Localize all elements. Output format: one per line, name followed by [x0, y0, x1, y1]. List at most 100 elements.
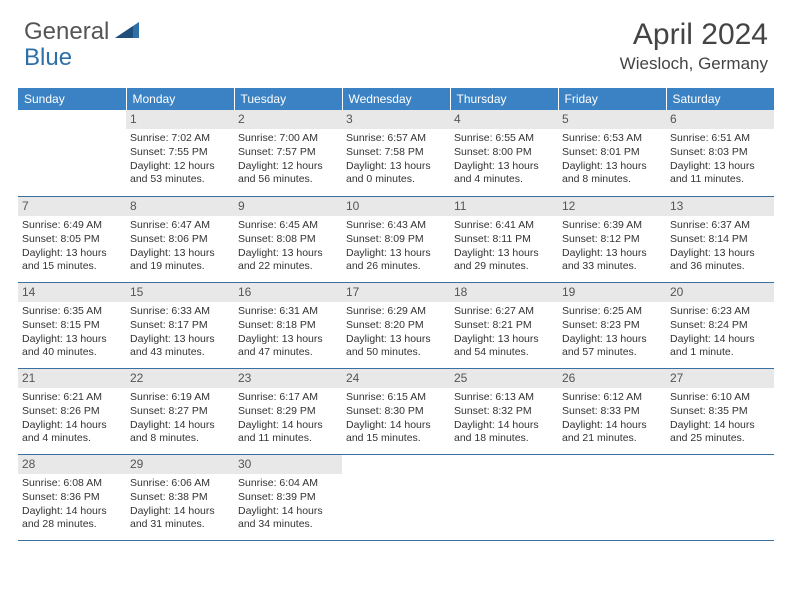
day-number: 24 — [342, 369, 450, 388]
sunrise-text: Sunrise: 6:41 AM — [454, 219, 554, 232]
calendar-cell-empty — [450, 454, 558, 540]
sunset-text: Sunset: 8:29 PM — [238, 405, 338, 418]
sunset-text: Sunset: 7:55 PM — [130, 146, 230, 159]
sunset-text: Sunset: 7:58 PM — [346, 146, 446, 159]
daylight-text: Daylight: 14 hours and 15 minutes. — [346, 419, 446, 445]
sunrise-text: Sunrise: 6:04 AM — [238, 477, 338, 490]
sunset-text: Sunset: 8:27 PM — [130, 405, 230, 418]
sunset-text: Sunset: 8:15 PM — [22, 319, 122, 332]
daylight-text: Daylight: 13 hours and 11 minutes. — [670, 160, 770, 186]
calendar-cell: 30Sunrise: 6:04 AMSunset: 8:39 PMDayligh… — [234, 454, 342, 540]
calendar-cell: 18Sunrise: 6:27 AMSunset: 8:21 PMDayligh… — [450, 282, 558, 368]
day-number: 20 — [666, 283, 774, 302]
calendar-cell-empty — [666, 454, 774, 540]
daylight-text: Daylight: 13 hours and 15 minutes. — [22, 247, 122, 273]
sunset-text: Sunset: 8:30 PM — [346, 405, 446, 418]
sunset-text: Sunset: 8:06 PM — [130, 233, 230, 246]
sunrise-text: Sunrise: 7:00 AM — [238, 132, 338, 145]
sunset-text: Sunset: 8:32 PM — [454, 405, 554, 418]
daylight-text: Daylight: 14 hours and 8 minutes. — [130, 419, 230, 445]
calendar-cell: 12Sunrise: 6:39 AMSunset: 8:12 PMDayligh… — [558, 196, 666, 282]
day-number: 5 — [558, 110, 666, 129]
dow-header: Friday — [558, 88, 666, 110]
daylight-text: Daylight: 12 hours and 53 minutes. — [130, 160, 230, 186]
daylight-text: Daylight: 13 hours and 22 minutes. — [238, 247, 338, 273]
calendar-cell: 6Sunrise: 6:51 AMSunset: 8:03 PMDaylight… — [666, 110, 774, 196]
sunset-text: Sunset: 7:57 PM — [238, 146, 338, 159]
day-number: 30 — [234, 455, 342, 474]
calendar-cell: 10Sunrise: 6:43 AMSunset: 8:09 PMDayligh… — [342, 196, 450, 282]
sunrise-text: Sunrise: 6:37 AM — [670, 219, 770, 232]
dow-header: Wednesday — [342, 88, 450, 110]
sunrise-text: Sunrise: 6:39 AM — [562, 219, 662, 232]
day-number: 18 — [450, 283, 558, 302]
calendar-cell: 11Sunrise: 6:41 AMSunset: 8:11 PMDayligh… — [450, 196, 558, 282]
sunrise-text: Sunrise: 6:31 AM — [238, 305, 338, 318]
sunset-text: Sunset: 8:18 PM — [238, 319, 338, 332]
sunrise-text: Sunrise: 6:57 AM — [346, 132, 446, 145]
calendar-cell: 9Sunrise: 6:45 AMSunset: 8:08 PMDaylight… — [234, 196, 342, 282]
day-number: 13 — [666, 197, 774, 216]
calendar-cell: 7Sunrise: 6:49 AMSunset: 8:05 PMDaylight… — [18, 196, 126, 282]
brand-part1: General — [24, 18, 109, 46]
location: Wiesloch, Germany — [620, 54, 768, 74]
daylight-text: Daylight: 14 hours and 21 minutes. — [562, 419, 662, 445]
sunrise-text: Sunrise: 6:47 AM — [130, 219, 230, 232]
sunrise-text: Sunrise: 6:35 AM — [22, 305, 122, 318]
calendar-week: 21Sunrise: 6:21 AMSunset: 8:26 PMDayligh… — [18, 368, 774, 454]
day-number: 27 — [666, 369, 774, 388]
sunrise-text: Sunrise: 6:53 AM — [562, 132, 662, 145]
sunrise-text: Sunrise: 6:33 AM — [130, 305, 230, 318]
day-number: 17 — [342, 283, 450, 302]
dow-row: SundayMondayTuesdayWednesdayThursdayFrid… — [18, 88, 774, 110]
daylight-text: Daylight: 14 hours and 11 minutes. — [238, 419, 338, 445]
sunset-text: Sunset: 8:14 PM — [670, 233, 770, 246]
sunrise-text: Sunrise: 6:43 AM — [346, 219, 446, 232]
calendar-table: SundayMondayTuesdayWednesdayThursdayFrid… — [18, 88, 774, 541]
daylight-text: Daylight: 13 hours and 50 minutes. — [346, 333, 446, 359]
calendar-cell: 27Sunrise: 6:10 AMSunset: 8:35 PMDayligh… — [666, 368, 774, 454]
dow-header: Thursday — [450, 88, 558, 110]
calendar-cell: 3 Sunrise: 6:57 AMSunset: 7:58 PMDaylight… — [342, 110, 450, 196]
calendar-week: 1Sunrise: 7:02 AMSunset: 7:55 PMDaylight… — [18, 110, 774, 196]
sunrise-text: Sunrise: 6:21 AM — [22, 391, 122, 404]
sunset-text: Sunset: 8:11 PM — [454, 233, 554, 246]
calendar-cell: 26Sunrise: 6:12 AMSunset: 8:33 PMDayligh… — [558, 368, 666, 454]
calendar-cell-empty — [558, 454, 666, 540]
sunset-text: Sunset: 8:21 PM — [454, 319, 554, 332]
title-block: April 2024 Wiesloch, Germany — [620, 18, 768, 74]
day-number: 12 — [558, 197, 666, 216]
calendar-cell: 19Sunrise: 6:25 AMSunset: 8:23 PMDayligh… — [558, 282, 666, 368]
sunrise-text: Sunrise: 6:51 AM — [670, 132, 770, 145]
sunrise-text: Sunrise: 6:10 AM — [670, 391, 770, 404]
brand-part2: Blue — [24, 44, 72, 71]
day-number: 16 — [234, 283, 342, 302]
sunrise-text: Sunrise: 6:23 AM — [670, 305, 770, 318]
daylight-text: Daylight: 13 hours and 47 minutes. — [238, 333, 338, 359]
calendar-cell: 1Sunrise: 7:02 AMSunset: 7:55 PMDaylight… — [126, 110, 234, 196]
daylight-text: Daylight: 13 hours and 43 minutes. — [130, 333, 230, 359]
calendar-week: 14 Sunrise: 6:35 AMSunset: 8:15 PM Dayligh… — [18, 282, 774, 368]
calendar-cell: 8Sunrise: 6:47 AMSunset: 8:06 PMDaylight… — [126, 196, 234, 282]
sunrise-text: Sunrise: 7:02 AM — [130, 132, 230, 145]
day-number: 29 — [126, 455, 234, 474]
sunset-text: Sunset: 8:01 PM — [562, 146, 662, 159]
daylight-text: Daylight: 13 hours and 8 minutes. — [562, 160, 662, 186]
sunset-text: Sunset: 8:20 PM — [346, 319, 446, 332]
sunset-text: Sunset: 8:36 PM — [22, 491, 122, 504]
calendar-cell: 14Sunrise: 6:35 AMSunset: 8:15 PMDayligh… — [18, 282, 126, 368]
day-number: 14 — [18, 283, 126, 302]
sunrise-text: Sunrise: 6:08 AM — [22, 477, 122, 490]
sunset-text: Sunset: 8:00 PM — [454, 146, 554, 159]
header: General April 2024 Wiesloch, Germany — [0, 0, 792, 80]
sunrise-text: Sunrise: 6:13 AM — [454, 391, 554, 404]
sunset-text: Sunset: 8:12 PM — [562, 233, 662, 246]
sunset-text: Sunset: 8:38 PM — [130, 491, 230, 504]
day-number: 15 — [126, 283, 234, 302]
day-number: 3 — [342, 110, 450, 129]
day-number: 8 — [126, 197, 234, 216]
calendar-cell: 17Sunrise: 6:29 AMSunset: 8:20 PMDayligh… — [342, 282, 450, 368]
daylight-text: Daylight: 13 hours and 0 minutes. — [346, 160, 446, 186]
daylight-text: Daylight: 13 hours and 57 minutes. — [562, 333, 662, 359]
calendar-cell: 16 Sunrise: 6:31 AMSunset: 8:18 PMDayligh… — [234, 282, 342, 368]
